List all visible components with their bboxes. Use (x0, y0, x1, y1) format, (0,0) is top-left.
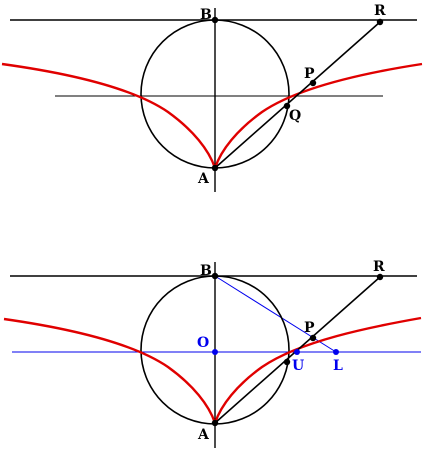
red-curve-right (213, 62, 423, 169)
point-U (294, 349, 300, 355)
label-Q: Q (289, 108, 301, 124)
point-A (211, 419, 219, 427)
label-P: P (304, 320, 315, 336)
point-R (376, 18, 384, 26)
point-Q (283, 102, 291, 110)
label-R: R (373, 259, 385, 275)
label-L: L (333, 358, 343, 374)
point-P (309, 79, 317, 87)
label-O: O (197, 335, 209, 351)
point-P (309, 334, 317, 342)
label-A: A (197, 171, 210, 187)
label-R: R (374, 3, 386, 19)
red-curve-left (1, 62, 217, 169)
red-curve-right (213, 316, 422, 424)
point-A (211, 164, 219, 172)
point-O (212, 349, 218, 355)
point-L (333, 349, 339, 355)
secant-line-AR (214, 21, 381, 169)
figure-top: B R P Q A (1, 3, 423, 192)
point-Q (283, 358, 291, 366)
label-U: U (292, 358, 304, 374)
label-P: P (304, 66, 315, 82)
label-B: B (200, 7, 212, 23)
point-R (376, 273, 384, 281)
label-A: A (197, 427, 210, 443)
label-B: B (200, 263, 212, 279)
point-B (211, 16, 219, 24)
point-B (211, 272, 219, 280)
figure-bottom: B R P O U L A (3, 259, 422, 448)
red-curve-left (3, 317, 217, 424)
